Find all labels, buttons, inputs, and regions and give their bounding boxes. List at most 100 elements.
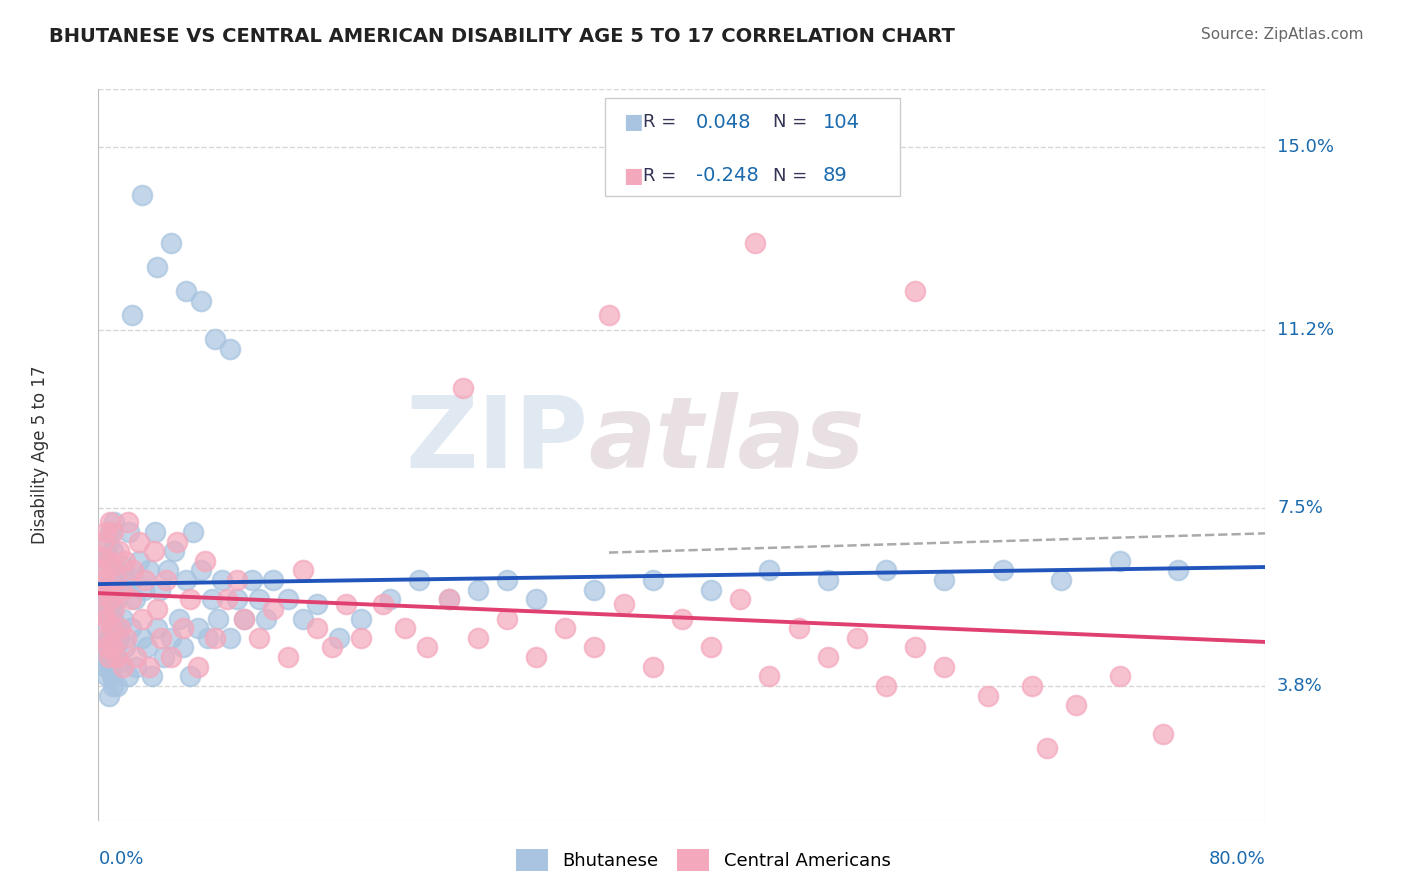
Point bbox=[262, 602, 284, 616]
Point bbox=[91, 607, 114, 621]
Point bbox=[758, 563, 780, 577]
Point bbox=[157, 563, 180, 577]
Point bbox=[700, 582, 723, 597]
Point bbox=[142, 544, 165, 558]
Point bbox=[89, 597, 111, 611]
Point bbox=[103, 516, 125, 530]
Point bbox=[96, 607, 118, 621]
Point bbox=[90, 621, 112, 635]
Point bbox=[211, 573, 233, 587]
Point bbox=[90, 582, 112, 597]
Point bbox=[218, 342, 240, 356]
Point bbox=[103, 650, 125, 665]
Point bbox=[1152, 727, 1174, 741]
Point bbox=[166, 534, 188, 549]
Point bbox=[671, 611, 693, 625]
Point bbox=[98, 587, 121, 601]
Text: 89: 89 bbox=[823, 166, 848, 186]
Point bbox=[190, 293, 212, 308]
Point bbox=[124, 592, 146, 607]
Point bbox=[104, 573, 127, 587]
Point bbox=[149, 582, 172, 597]
Point bbox=[167, 611, 190, 625]
Text: ■: ■ bbox=[623, 166, 643, 186]
Point bbox=[451, 380, 474, 394]
Text: BHUTANESE VS CENTRAL AMERICAN DISABILITY AGE 5 TO 17 CORRELATION CHART: BHUTANESE VS CENTRAL AMERICAN DISABILITY… bbox=[49, 27, 955, 45]
Text: 0.0%: 0.0% bbox=[98, 849, 143, 868]
Point bbox=[94, 554, 117, 568]
Point bbox=[103, 582, 125, 597]
Point bbox=[125, 659, 148, 673]
Point bbox=[179, 592, 201, 607]
Point bbox=[160, 236, 183, 251]
Point bbox=[598, 309, 620, 323]
Point bbox=[143, 524, 166, 539]
Point bbox=[496, 573, 519, 587]
Point bbox=[350, 611, 373, 625]
Point bbox=[100, 669, 122, 683]
Point bbox=[758, 669, 780, 683]
Point bbox=[146, 260, 169, 275]
Point bbox=[100, 558, 122, 573]
Point bbox=[350, 631, 373, 645]
Point bbox=[187, 621, 209, 635]
Point bbox=[90, 549, 112, 563]
Point bbox=[172, 640, 194, 655]
Point bbox=[408, 573, 430, 587]
Point bbox=[132, 582, 155, 597]
Point bbox=[904, 640, 927, 655]
Point bbox=[91, 607, 114, 621]
Point bbox=[204, 631, 226, 645]
Point bbox=[134, 573, 156, 587]
Point bbox=[96, 549, 118, 563]
Point bbox=[94, 611, 117, 625]
Point bbox=[846, 631, 869, 645]
Point bbox=[1050, 573, 1073, 587]
Text: N =: N = bbox=[773, 167, 807, 185]
Text: ■: ■ bbox=[623, 112, 643, 132]
Point bbox=[321, 640, 343, 655]
Point bbox=[98, 516, 121, 530]
Point bbox=[128, 534, 150, 549]
Point bbox=[155, 573, 177, 587]
Point bbox=[96, 640, 118, 655]
Point bbox=[291, 563, 314, 577]
Point bbox=[114, 554, 136, 568]
Point bbox=[194, 554, 217, 568]
Point bbox=[160, 631, 183, 645]
Point bbox=[181, 524, 204, 539]
Point bbox=[114, 640, 136, 655]
Point bbox=[204, 333, 226, 347]
Point bbox=[150, 631, 173, 645]
Point bbox=[977, 689, 1000, 703]
Point bbox=[1108, 554, 1130, 568]
Point bbox=[437, 592, 460, 607]
Point bbox=[524, 650, 547, 665]
Point bbox=[100, 621, 122, 635]
Point bbox=[93, 650, 115, 665]
Point bbox=[254, 611, 277, 625]
Point bbox=[817, 650, 839, 665]
Legend: Bhutanese, Central Americans: Bhutanese, Central Americans bbox=[509, 842, 897, 879]
Point bbox=[240, 573, 263, 587]
Point bbox=[110, 621, 132, 635]
Point bbox=[163, 544, 186, 558]
Point bbox=[215, 592, 238, 607]
Point bbox=[103, 602, 125, 616]
Point bbox=[172, 621, 194, 635]
Point bbox=[131, 631, 153, 645]
Point bbox=[226, 592, 249, 607]
Point bbox=[94, 524, 117, 539]
Point bbox=[97, 650, 120, 665]
Point bbox=[89, 563, 111, 577]
Point bbox=[93, 631, 115, 645]
Text: 11.2%: 11.2% bbox=[1277, 321, 1334, 339]
Text: Disability Age 5 to 17: Disability Age 5 to 17 bbox=[31, 366, 49, 544]
Point bbox=[117, 516, 139, 530]
Point bbox=[100, 602, 122, 616]
Point bbox=[108, 544, 131, 558]
Point bbox=[394, 621, 416, 635]
Text: 7.5%: 7.5% bbox=[1277, 499, 1323, 516]
Point bbox=[138, 659, 160, 673]
Point bbox=[97, 554, 120, 568]
